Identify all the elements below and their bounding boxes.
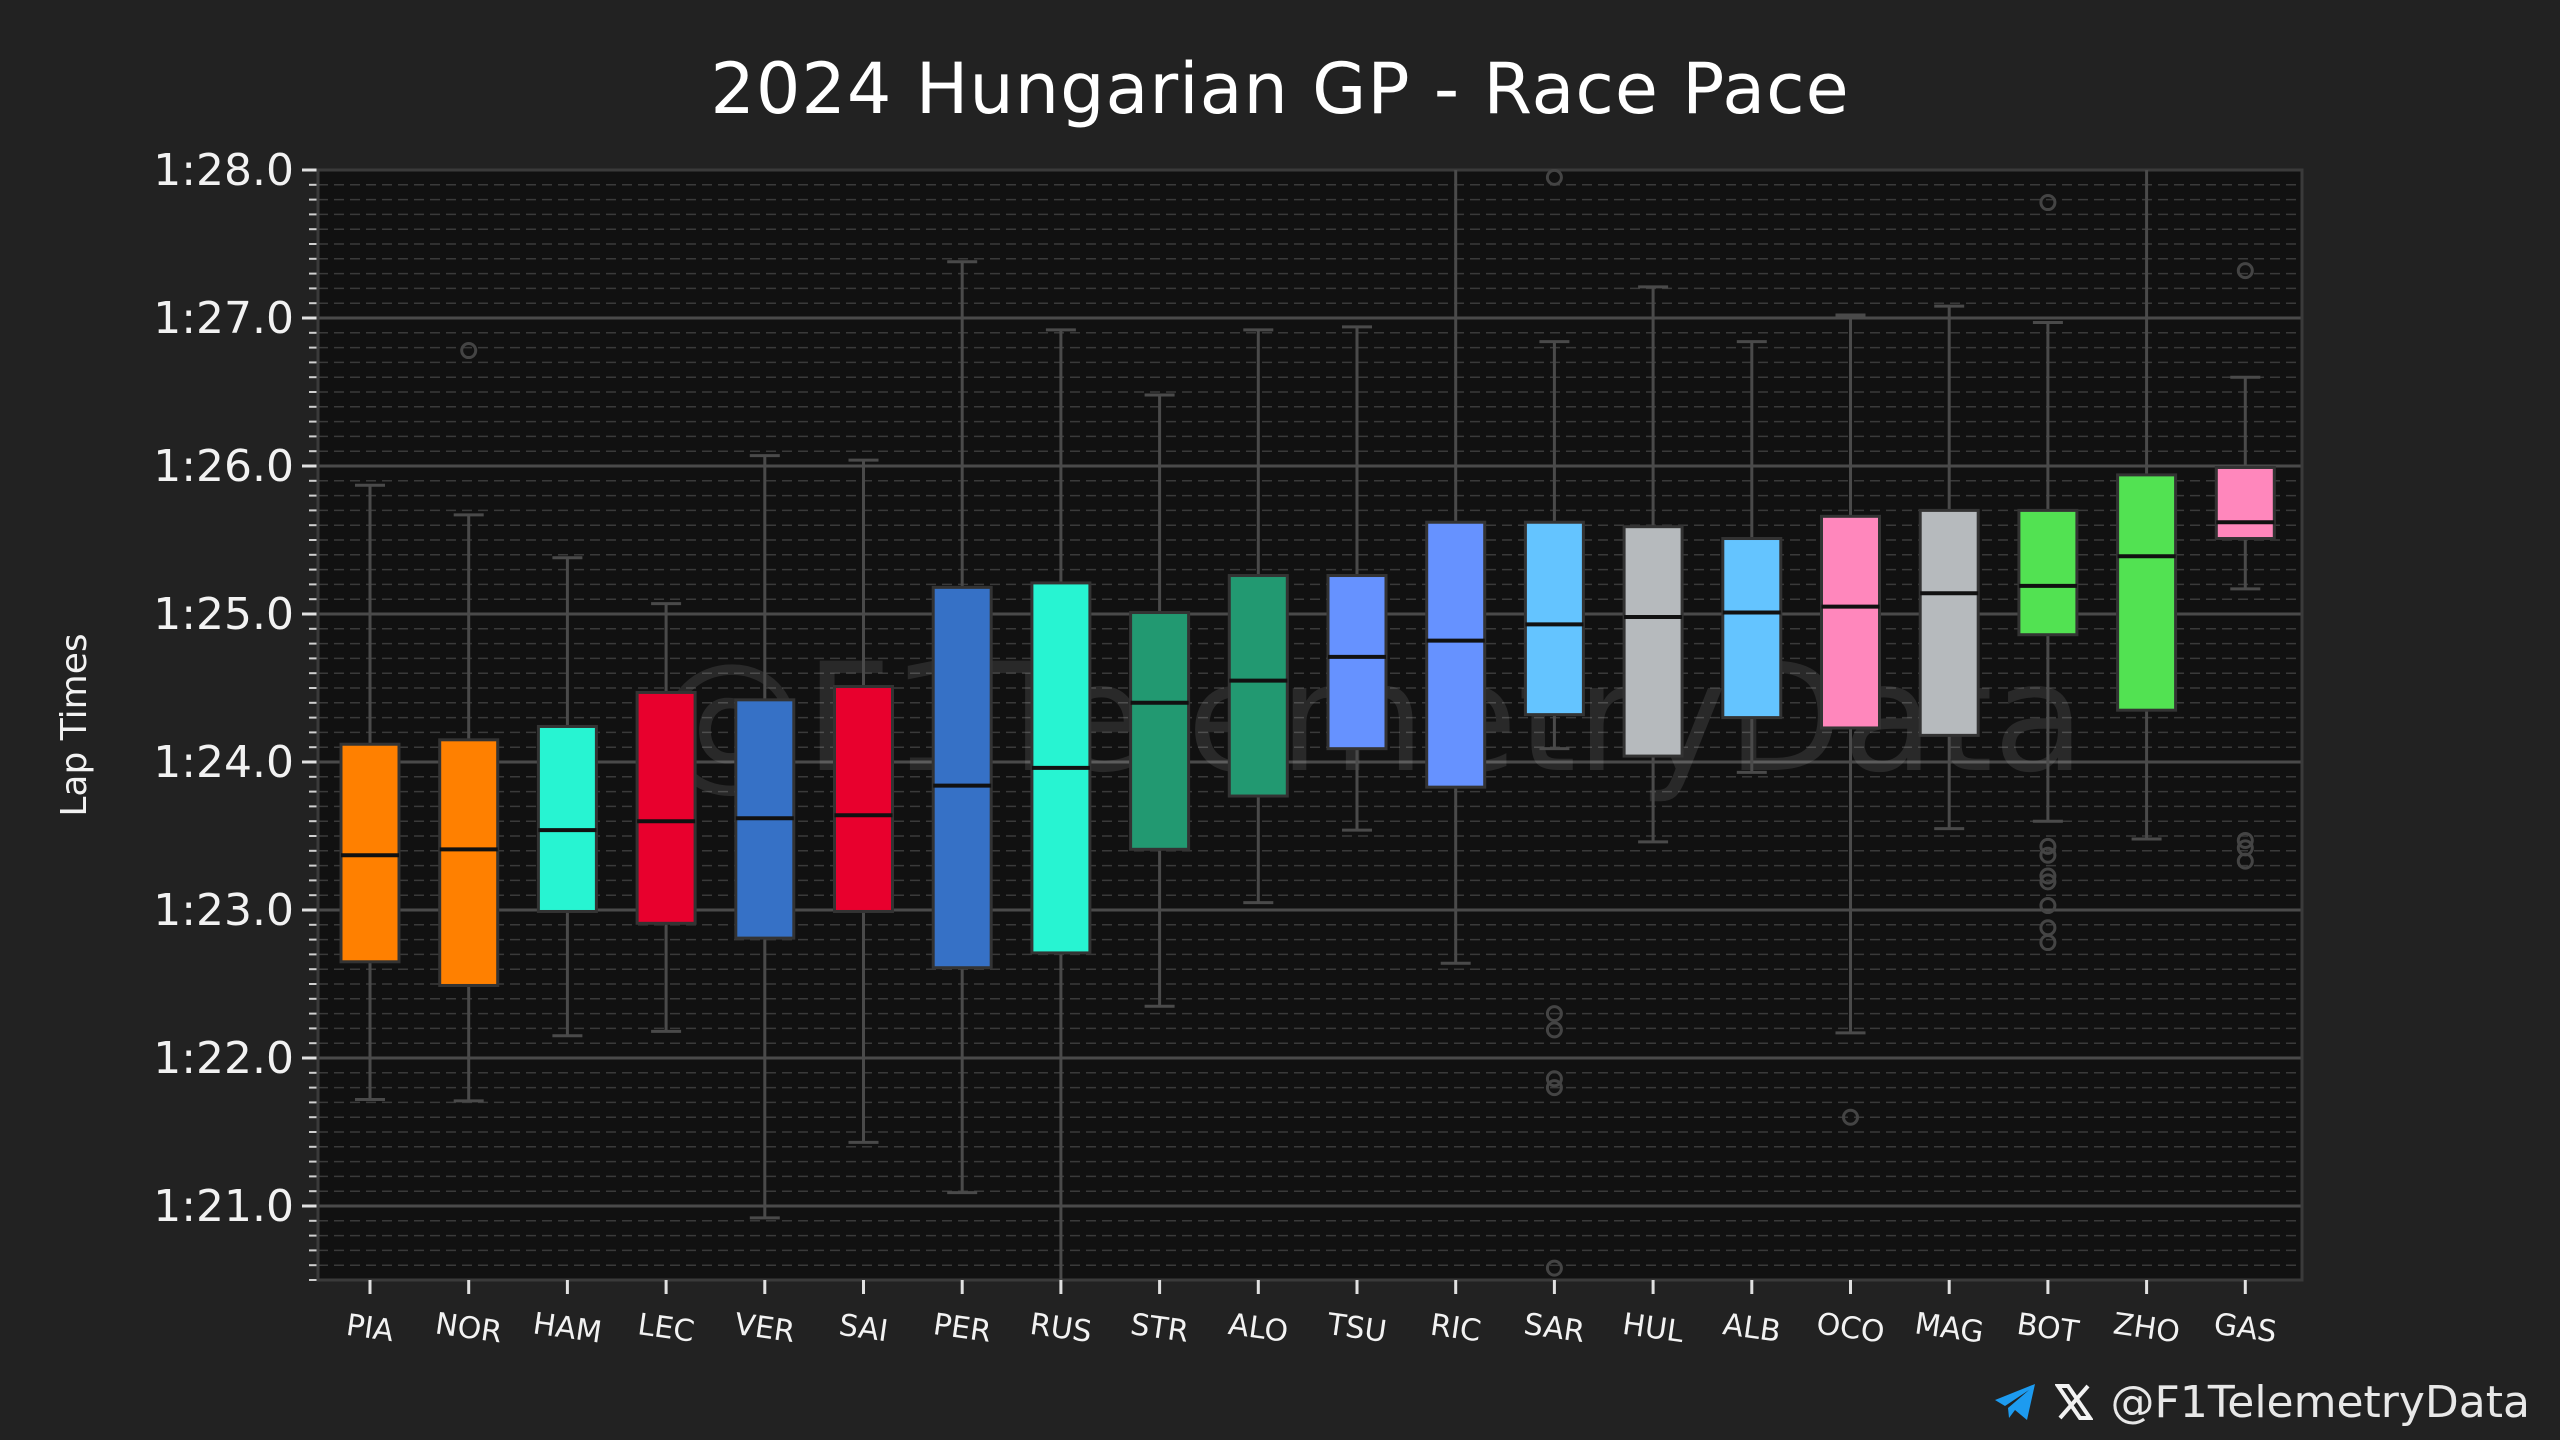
x-tick-label: HAM bbox=[531, 1306, 604, 1350]
box-rus: RUS bbox=[1028, 328, 1094, 1350]
box-hul: HUL bbox=[1620, 285, 1686, 1350]
y-tick-label: 1:26.0 bbox=[153, 441, 294, 492]
x-tick-label: GAS bbox=[2212, 1307, 2279, 1350]
outlier-point bbox=[1545, 1070, 1563, 1088]
outlier-point bbox=[1545, 1259, 1563, 1277]
x-tick-label: LEC bbox=[636, 1307, 697, 1350]
x-tick-label: STR bbox=[1128, 1307, 1191, 1350]
iqr-box bbox=[2116, 473, 2178, 712]
outlier-point bbox=[2039, 837, 2057, 855]
iqr-box bbox=[1523, 520, 1585, 717]
x-tick-label: ZHO bbox=[2111, 1307, 2182, 1351]
box-gas: GAS bbox=[2212, 262, 2279, 1350]
plot-frame bbox=[316, 168, 2304, 1282]
x-tick-label: OCO bbox=[1814, 1306, 1886, 1350]
iqr-box bbox=[1425, 520, 1487, 789]
outlier-point bbox=[2039, 846, 2057, 864]
iqr-box bbox=[1622, 525, 1684, 758]
iqr-box bbox=[635, 690, 697, 925]
y-tick-label: 1:27.0 bbox=[153, 293, 294, 344]
iqr-box bbox=[2214, 465, 2276, 541]
box-pia: PIA bbox=[339, 483, 401, 1349]
iqr-box bbox=[1227, 574, 1289, 798]
outlier-point bbox=[2039, 194, 2057, 212]
iqr-box bbox=[438, 738, 500, 987]
x-tick-label: NOR bbox=[433, 1307, 504, 1351]
iqr-box bbox=[1721, 537, 1783, 720]
box-ver: VER bbox=[732, 454, 797, 1350]
x-tick-label: RUS bbox=[1028, 1307, 1094, 1350]
x-tick-label: TSU bbox=[1324, 1307, 1389, 1350]
iqr-box bbox=[2017, 508, 2079, 637]
outlier-point bbox=[1545, 1005, 1563, 1023]
y-tick-label: 1:24.0 bbox=[153, 737, 294, 788]
iqr-box bbox=[1918, 508, 1980, 737]
box-mag: MAG bbox=[1912, 304, 1986, 1351]
box-sai: SAI bbox=[833, 458, 894, 1349]
box-bot: BOT bbox=[2015, 194, 2082, 1350]
telegram-icon[interactable] bbox=[1993, 1382, 2037, 1422]
x-tick-label: PIA bbox=[344, 1308, 396, 1349]
minor-grid bbox=[309, 183, 2302, 1281]
box-alo: ALO bbox=[1226, 328, 1290, 1350]
box-ham: HAM bbox=[531, 556, 604, 1351]
y-tick-label: 1:21.0 bbox=[153, 1181, 294, 1232]
box-sar: SAR bbox=[1522, 168, 1587, 1350]
x-logo-icon[interactable] bbox=[2054, 1383, 2093, 1421]
outlier-point bbox=[2039, 867, 2057, 885]
x-tick-label: BOT bbox=[2015, 1307, 2082, 1350]
iqr-box bbox=[1326, 574, 1388, 751]
outlier-point bbox=[1545, 1079, 1563, 1097]
x-tick-label: PER bbox=[931, 1307, 993, 1350]
chart-title: 2024 Hungarian GP - Race Pace bbox=[710, 48, 1850, 130]
box-alb: ALB bbox=[1721, 340, 1783, 1350]
outlier-point bbox=[2039, 934, 2057, 952]
x-tick-label: ALO bbox=[1226, 1307, 1290, 1350]
outlier-point bbox=[2236, 852, 2254, 870]
outlier-point bbox=[1545, 168, 1563, 186]
x-tick-label: MAG bbox=[1912, 1306, 1985, 1350]
x-tick-label: ALB bbox=[1721, 1307, 1783, 1350]
box-nor: NOR bbox=[433, 342, 504, 1351]
outlier-point bbox=[2236, 262, 2254, 280]
box-lec: LEC bbox=[635, 602, 697, 1350]
outlier-point bbox=[2039, 873, 2057, 891]
iqr-box bbox=[536, 724, 598, 913]
iqr-box bbox=[339, 742, 401, 964]
iqr-box bbox=[1820, 514, 1881, 730]
outlier-point bbox=[2236, 831, 2254, 849]
x-tick-label: HUL bbox=[1620, 1307, 1686, 1350]
y-tick-label: 1:23.0 bbox=[153, 885, 294, 936]
iqr-box bbox=[1129, 611, 1191, 851]
iqr-box bbox=[931, 585, 993, 970]
y-tick-label: 1:28.0 bbox=[153, 145, 294, 196]
box-per: PER bbox=[931, 260, 993, 1350]
box-tsu: TSU bbox=[1324, 325, 1389, 1350]
x-tick-label: SAI bbox=[837, 1308, 890, 1349]
y-axis-label: Lap Times bbox=[54, 633, 95, 816]
box-zho: ZHO bbox=[2111, 170, 2182, 1350]
outlier-point bbox=[460, 342, 478, 360]
outlier-point bbox=[1842, 1108, 1859, 1126]
outlier-point bbox=[2039, 897, 2057, 915]
outlier-point bbox=[1545, 1021, 1563, 1039]
footer-handle[interactable]: @F1TelemetryData bbox=[2110, 1376, 2530, 1428]
footer-credit: @F1TelemetryData bbox=[1993, 1372, 2530, 1432]
box-ric: RIC bbox=[1425, 170, 1487, 1350]
box-str: STR bbox=[1128, 393, 1191, 1350]
y-tick-label: 1:22.0 bbox=[153, 1033, 294, 1084]
x-tick-label: RIC bbox=[1428, 1308, 1483, 1350]
y-tick-label: 1:25.0 bbox=[153, 589, 294, 640]
iqr-box bbox=[833, 685, 894, 913]
x-tick-label: VER bbox=[732, 1307, 797, 1350]
x-tick-label: SAR bbox=[1522, 1307, 1587, 1350]
